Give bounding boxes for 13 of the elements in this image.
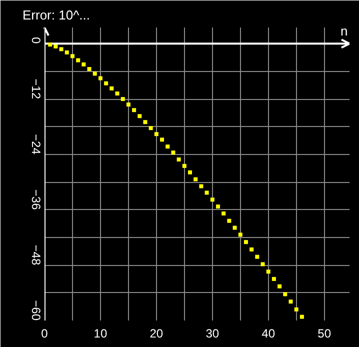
y-tick-label: −12 (29, 78, 43, 100)
y-tick-label: −24 (29, 134, 43, 155)
y-tick-label: −60 (29, 300, 43, 321)
x-tick-label: 30 (206, 326, 220, 340)
y-tick-label: −36 (29, 189, 43, 210)
chart-title: Error: 10^... (22, 8, 90, 22)
y-tick-label: 0 (29, 36, 43, 44)
x-tick-label: 10 (94, 326, 108, 340)
y-tick-label: −48 (29, 244, 43, 266)
x-axis-title: n (340, 24, 348, 39)
x-tick-label: 20 (150, 326, 164, 340)
x-tick-label: 40 (262, 326, 276, 340)
x-tick-label: 50 (318, 326, 332, 340)
